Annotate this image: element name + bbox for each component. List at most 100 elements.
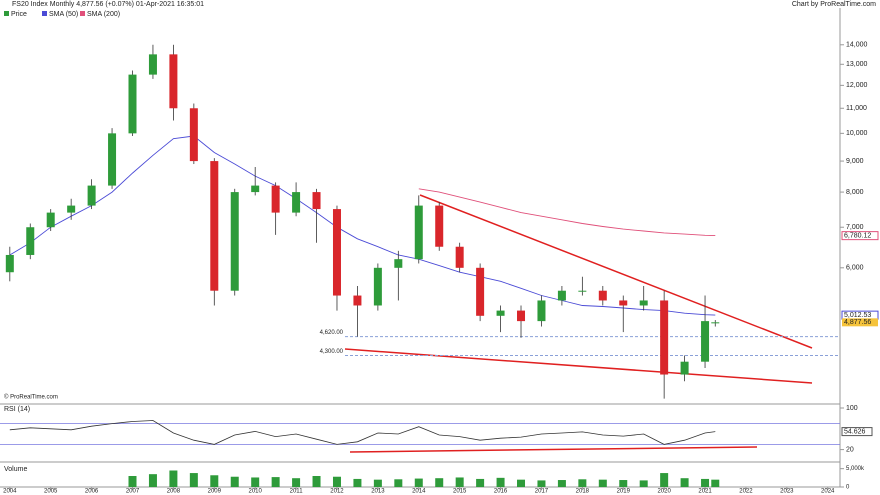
volume-bar [435, 478, 444, 487]
candle-body [46, 212, 55, 228]
x-tick-label: 2018 [576, 489, 590, 495]
x-tick-label: 2016 [494, 489, 508, 495]
candle-body [496, 310, 505, 316]
last-value-label: 54.626 [844, 428, 866, 435]
volume-bar [660, 473, 669, 487]
candle-body [26, 227, 35, 255]
x-tick-label: 2007 [126, 489, 140, 495]
candle-body [251, 185, 260, 193]
candle-body [476, 267, 485, 316]
last-value-box [841, 231, 879, 241]
last-value-box [841, 427, 873, 437]
volume-bar [189, 473, 198, 487]
legend-label: SMA (200) [87, 11, 120, 18]
volume-bar [394, 479, 403, 487]
candle-body [210, 161, 219, 291]
volume-bar [680, 478, 689, 487]
volume-bar [598, 479, 607, 487]
volume-bar [271, 477, 280, 487]
legend-label: SMA (50) [49, 11, 78, 18]
candle-body [537, 300, 546, 322]
last-value-box [842, 318, 878, 327]
y-tick-label: 14,000 [846, 42, 868, 49]
volume-bar [517, 479, 526, 487]
candle-body [292, 192, 301, 213]
x-tick-label: 2014 [412, 489, 426, 495]
candle-body [5, 254, 14, 273]
y-tick-label: 8,000 [846, 189, 864, 196]
x-tick-label: 2013 [371, 489, 385, 495]
volume-bar [353, 478, 362, 487]
volume-bar [476, 478, 485, 487]
level-label: 4,620.00 [320, 330, 344, 336]
candle-body [332, 209, 341, 296]
x-tick-label: 2009 [208, 489, 222, 495]
volume-bar [210, 475, 219, 487]
volume-bar [128, 476, 137, 487]
candle-body [455, 246, 464, 268]
sma-line [9, 135, 716, 316]
volume-bar [312, 476, 321, 487]
legend-label: Price [11, 11, 27, 18]
y-tick-label: 10,000 [846, 130, 868, 137]
volume-bar [557, 480, 566, 487]
y-tick-label: 11,000 [846, 105, 867, 112]
candle-body [128, 74, 137, 134]
candle-body [639, 300, 648, 306]
candle-body [680, 361, 689, 375]
candle-body [373, 267, 382, 306]
x-tick-label: 2017 [535, 489, 549, 495]
volume-bar [414, 478, 423, 487]
volume-bar [230, 476, 239, 487]
candle-body [148, 54, 157, 75]
volume-bar [537, 480, 546, 487]
candle-body [660, 300, 669, 375]
y-tick-label: 9,000 [846, 158, 864, 165]
legend-swatch [80, 11, 85, 16]
candle-body [87, 185, 96, 206]
volume-bar [455, 477, 464, 487]
y-tick-label: 7,000 [846, 224, 864, 231]
level-label: 4,300.00 [320, 349, 344, 355]
volume-bar [169, 470, 178, 487]
volume-bar [251, 477, 260, 487]
legend-swatch [42, 11, 47, 16]
last-value-label: 5,012.53 [844, 312, 871, 319]
volume-bar [639, 480, 648, 487]
panel-title: RSI (14) [4, 406, 30, 413]
x-tick-label: 2011 [290, 489, 304, 495]
y-tick-label: 13,000 [846, 61, 868, 68]
y-tick-label: 5,000k [846, 466, 865, 472]
candle-body [67, 205, 76, 213]
x-tick-label: 2010 [249, 489, 263, 495]
volume-bar [578, 479, 587, 487]
trendline [419, 194, 813, 349]
legend-swatch [4, 11, 9, 16]
volume-bar [701, 478, 710, 487]
candle-body [271, 185, 280, 213]
x-tick-label: 2024 [821, 489, 835, 495]
y-tick-label: 12,000 [846, 82, 868, 89]
volume-bar [373, 479, 382, 487]
trendline [344, 348, 813, 384]
candle-body [711, 322, 720, 324]
trendline [349, 446, 758, 453]
x-tick-label: 2020 [657, 489, 671, 495]
volume-bar [711, 479, 720, 487]
x-tick-label: 2008 [167, 489, 181, 495]
x-tick-label: 2005 [44, 489, 58, 495]
x-tick-label: 2004 [3, 489, 17, 495]
watermark: © ProRealTime.com [4, 394, 58, 401]
x-tick-label: 2006 [85, 489, 99, 495]
candle-body [414, 205, 423, 260]
candle-body [701, 321, 710, 362]
candle-body [108, 133, 117, 186]
chart-title: FS20 Index Monthly 4,877.56 (+0.07%) 01-… [12, 1, 204, 8]
sma-line [418, 188, 716, 237]
x-tick-label: 2019 [617, 489, 631, 495]
rsi-line [9, 420, 716, 445]
candle-body [517, 310, 526, 322]
candle-body [394, 259, 403, 268]
